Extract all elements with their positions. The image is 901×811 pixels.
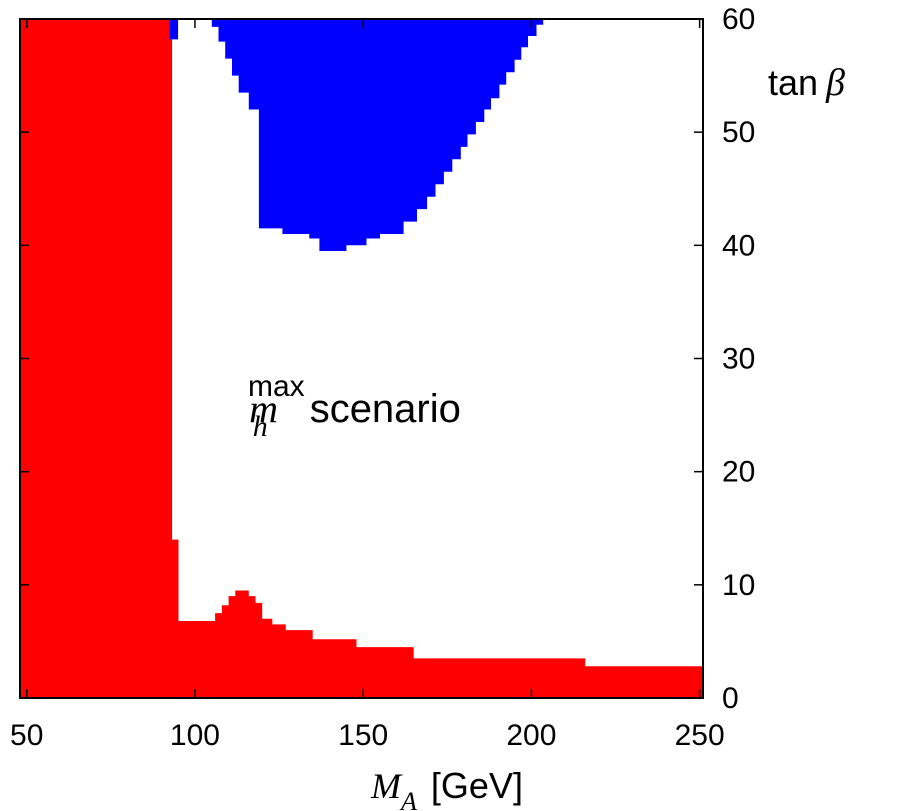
scenario-annotation: mmax h scenario xyxy=(248,370,461,443)
region-blue-1 xyxy=(169,19,179,40)
y-tick-labels: 0 10 20 30 40 50 60 xyxy=(722,3,755,715)
y-tick-label: 50 xyxy=(722,116,755,149)
x-axis-title: MA [GeV] xyxy=(370,765,523,811)
y-tick-label: 20 xyxy=(722,456,755,489)
regions xyxy=(20,19,703,698)
y-tick-label: 0 xyxy=(722,682,739,715)
x-tick-label: 150 xyxy=(338,719,388,752)
x-tick-label: 100 xyxy=(170,719,220,752)
y-tick-label: 10 xyxy=(722,569,755,602)
x-tick-labels: 50 100 150 200 250 xyxy=(10,719,725,752)
y-axis-title: tan β xyxy=(768,62,845,104)
ticks xyxy=(20,18,703,699)
x-tick-label: 50 xyxy=(10,719,43,752)
x-tick-label: 250 xyxy=(675,719,725,752)
region-red-0 xyxy=(20,19,703,698)
x-tick-label: 200 xyxy=(506,719,556,752)
region-blue-2 xyxy=(211,19,544,251)
y-tick-label: 40 xyxy=(722,229,755,262)
y-tick-label: 30 xyxy=(722,343,755,376)
y-tick-label: 60 xyxy=(722,3,755,36)
